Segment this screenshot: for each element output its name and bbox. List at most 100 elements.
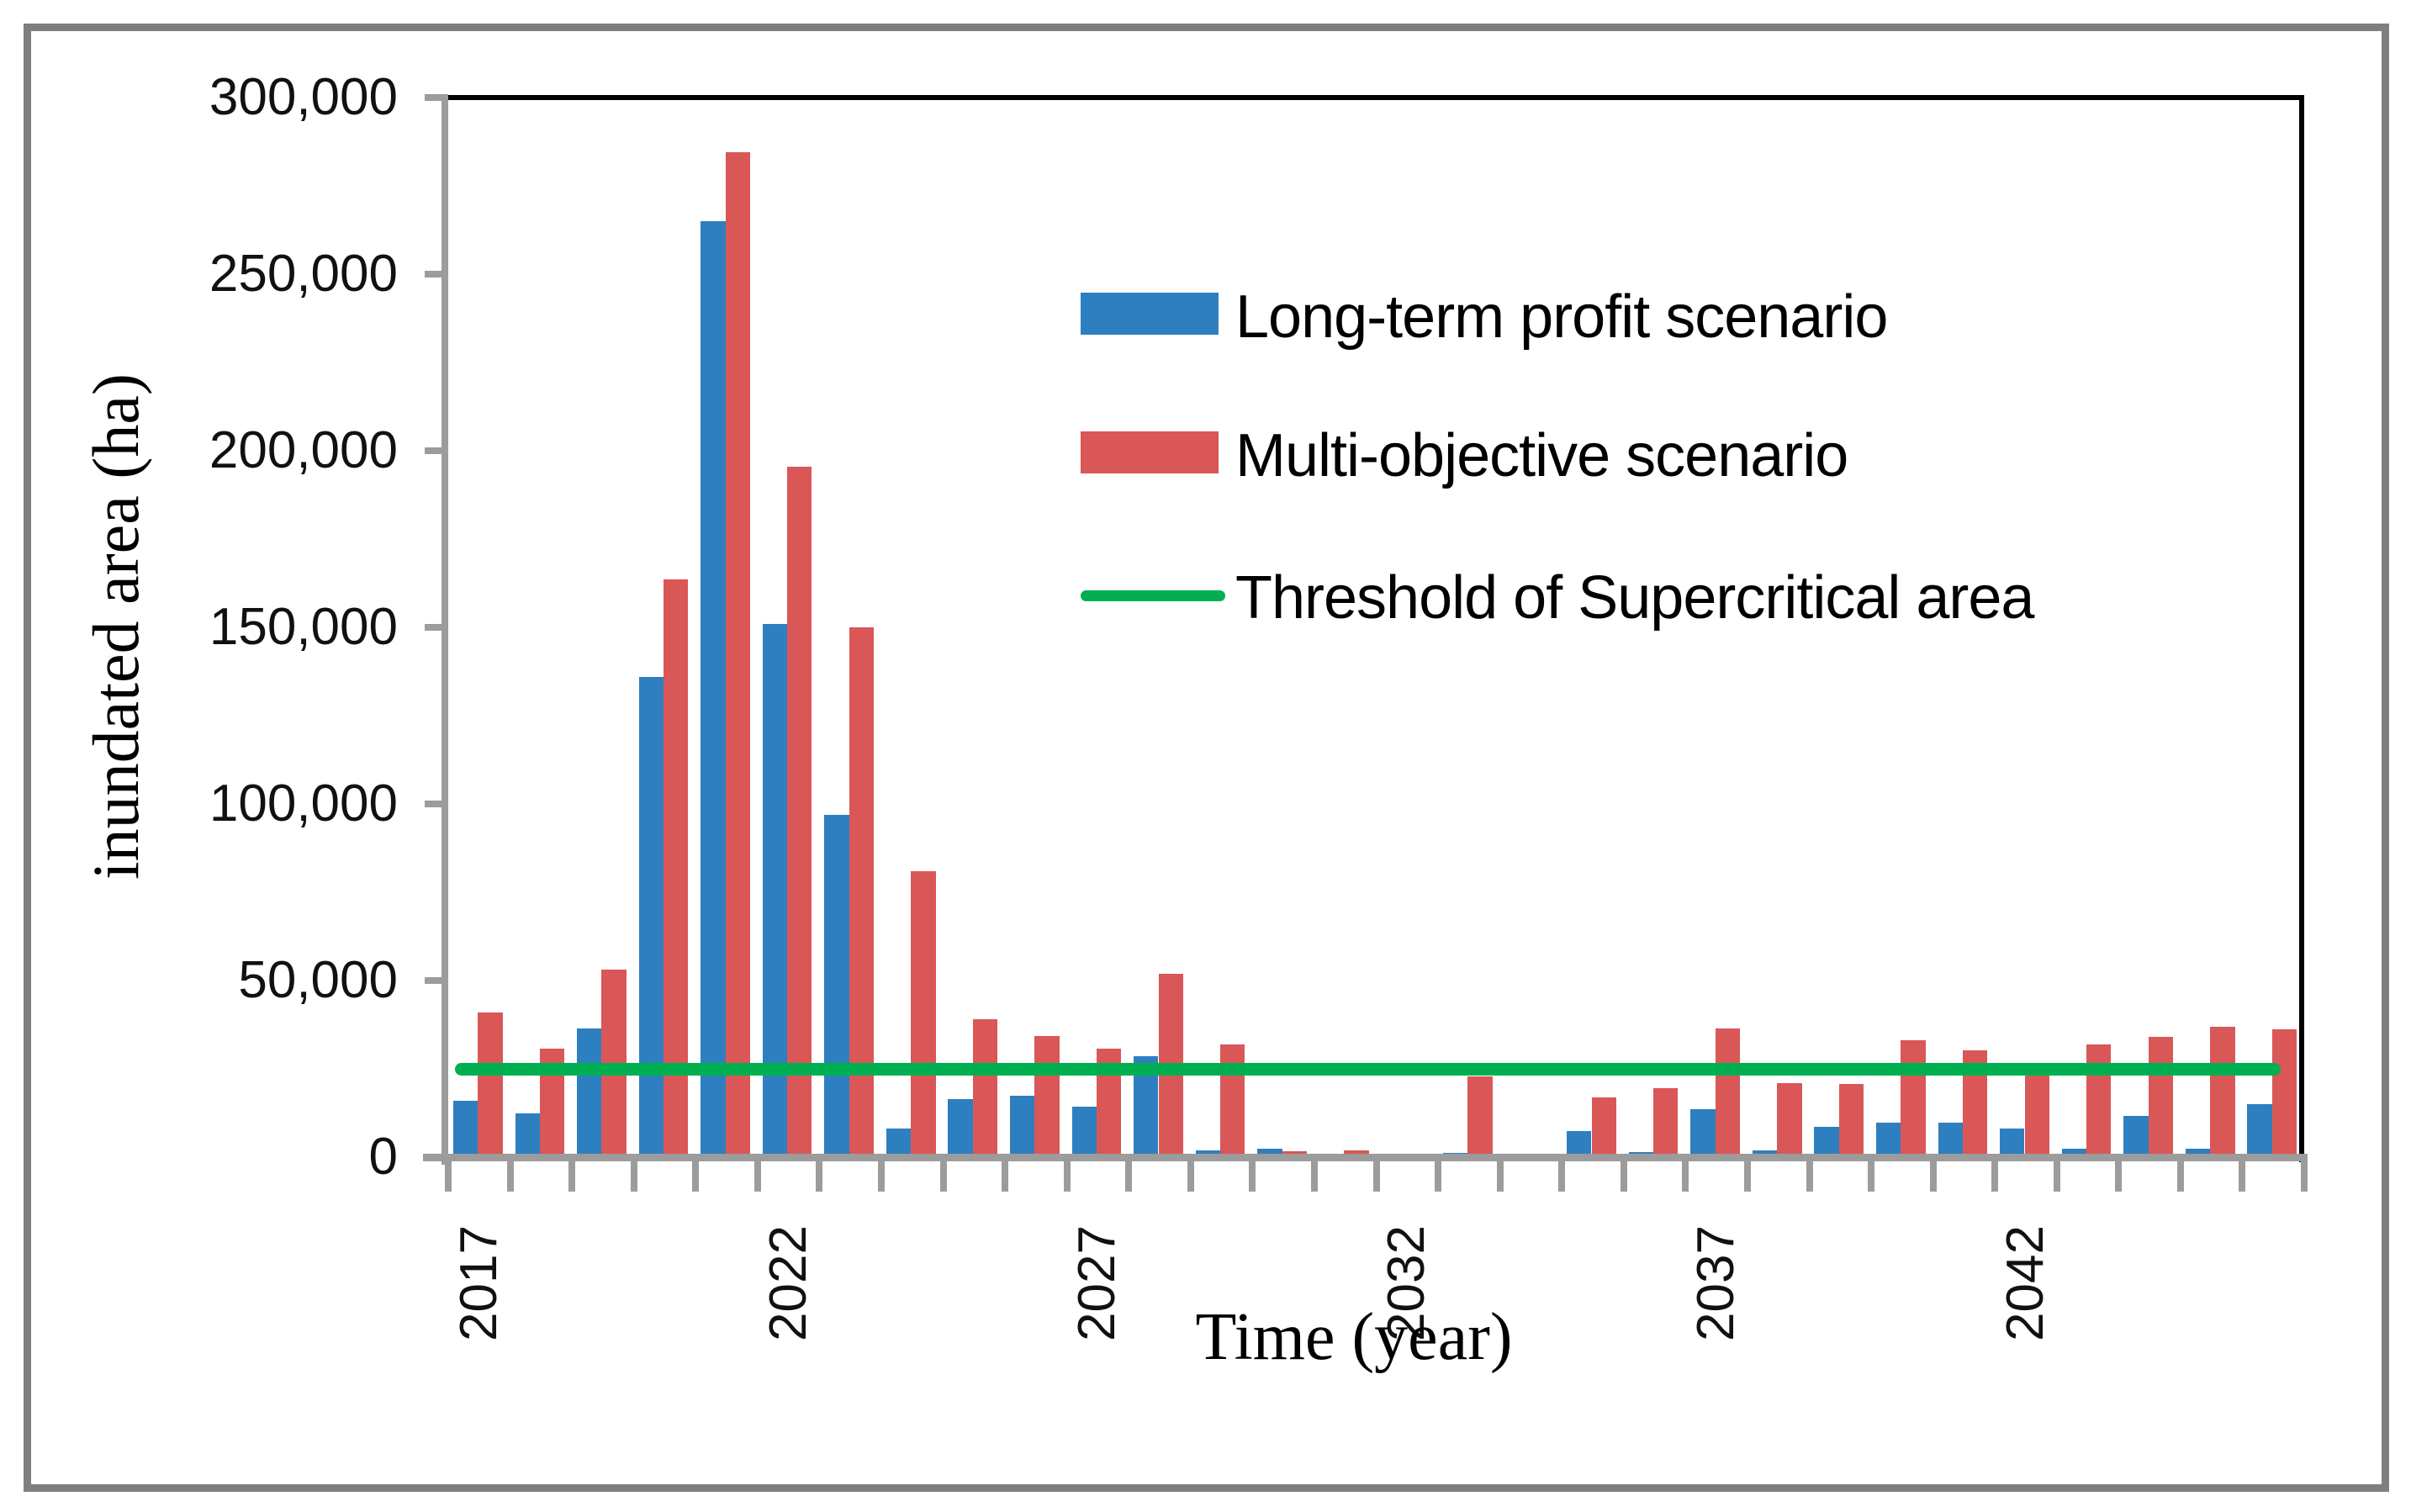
x-tick-27 (2115, 1161, 2123, 1192)
x-tick-4 (692, 1161, 700, 1192)
legend-swatch-long-term (1081, 293, 1219, 335)
y-tick-label-50000: 50,000 (238, 951, 398, 1009)
x-axis-title: Time (year) (1195, 1300, 1513, 1374)
bar-multi-objective-2025 (972, 1019, 998, 1157)
figure-border (24, 24, 2389, 1492)
x-tick-29 (2239, 1161, 2246, 1192)
y-tick-label-100000: 100,000 (209, 775, 398, 833)
bar-long-term-2038 (1752, 1150, 1778, 1157)
bar-long-term-2026 (1010, 1095, 1035, 1157)
x-tick-8 (939, 1161, 947, 1192)
bar-long-term-2020 (638, 676, 664, 1157)
bar-long-term-2039 (1814, 1126, 1839, 1157)
y-tick-50000 (425, 977, 448, 984)
x-tick-18 (1558, 1161, 1566, 1192)
x-tick-9 (1002, 1161, 1009, 1192)
x-tick-11 (1125, 1161, 1133, 1192)
legend-threshold-line-swatch (1081, 590, 1225, 601)
y-tick-0 (425, 1154, 448, 1160)
bar-multi-objective-2020 (664, 579, 689, 1157)
bar-multi-objective-2039 (1838, 1084, 1864, 1157)
x-tick-26 (2053, 1161, 2060, 1192)
bar-multi-objective-2022 (787, 466, 812, 1157)
x-tick-label-2017: 2017 (449, 1225, 508, 1341)
x-axis-line (423, 1154, 2308, 1161)
legend-label-long-term: Long-term profit scenario (1235, 283, 1888, 351)
plot-border-right (2299, 95, 2304, 1162)
x-tick-1 (506, 1161, 514, 1192)
bar-long-term-2042 (2000, 1129, 2025, 1157)
bar-multi-objective-2043 (2086, 1044, 2112, 1157)
x-tick-17 (1496, 1161, 1504, 1192)
y-tick-label-200000: 200,000 (209, 421, 398, 479)
bar-long-term-2035 (1567, 1130, 1592, 1157)
x-tick-23 (1868, 1161, 1874, 1192)
x-tick-3 (630, 1161, 637, 1192)
y-tick-label-300000: 300,000 (209, 68, 398, 126)
x-tick-12 (1187, 1161, 1194, 1192)
x-tick-14 (1310, 1161, 1318, 1192)
bar-long-term-2041 (1938, 1122, 1963, 1157)
bar-long-term-2021 (701, 221, 726, 1157)
plot-border-top (448, 95, 2304, 100)
x-tick-15 (1372, 1161, 1380, 1192)
bar-multi-objective-2023 (849, 627, 875, 1157)
x-tick-label-2042: 2042 (1996, 1225, 2054, 1341)
legend-label-threshold: Threshold of Supercritical area (1235, 564, 2034, 632)
bar-multi-objective-2037 (1715, 1028, 1740, 1157)
bar-multi-objective-2021 (725, 152, 750, 1157)
x-tick-10 (1063, 1161, 1071, 1192)
x-tick-16 (1435, 1161, 1442, 1192)
y-tick-200000 (425, 447, 448, 454)
bar-multi-objective-2035 (1591, 1097, 1616, 1157)
y-tick-250000 (425, 271, 448, 278)
x-tick-22 (1806, 1161, 1813, 1192)
x-tick-2 (568, 1161, 576, 1192)
bar-multi-objective-2046 (2271, 1029, 2297, 1157)
x-tick-label-2027: 2027 (1068, 1225, 1127, 1341)
y-tick-150000 (425, 624, 448, 631)
x-tick-13 (1249, 1161, 1256, 1192)
bar-multi-objective-2040 (1901, 1039, 1926, 1157)
bar-multi-objective-2038 (1777, 1082, 1802, 1157)
bar-multi-objective-2045 (2210, 1027, 2235, 1157)
bar-multi-objective-2033 (1467, 1076, 1493, 1157)
legend-swatch-multi-objective (1081, 431, 1219, 473)
y-tick-label-250000: 250,000 (209, 245, 398, 303)
x-tick-19 (1620, 1161, 1627, 1192)
bar-multi-objective-2036 (1653, 1088, 1679, 1157)
bar-multi-objective-2017 (478, 1012, 503, 1157)
bar-long-term-2022 (762, 623, 788, 1157)
bar-long-term-2040 (1875, 1122, 1901, 1157)
bar-long-term-2017 (452, 1100, 478, 1157)
bar-long-term-2025 (948, 1098, 973, 1157)
bar-long-term-2044 (2123, 1116, 2149, 1157)
x-tick-28 (2176, 1161, 2184, 1192)
x-tick-7 (878, 1161, 885, 1192)
bar-multi-objective-2026 (1034, 1036, 1060, 1157)
bar-long-term-2046 (2247, 1104, 2272, 1157)
x-tick-25 (1991, 1161, 1999, 1192)
x-tick-6 (816, 1161, 823, 1192)
threshold-line (455, 1063, 2281, 1076)
bar-long-term-2037 (1690, 1108, 1716, 1157)
x-tick-30 (2301, 1161, 2308, 1192)
y-tick-100000 (425, 801, 448, 807)
x-tick-24 (1929, 1161, 1937, 1192)
x-tick-5 (753, 1161, 761, 1192)
bar-long-term-2023 (824, 814, 849, 1157)
bar-long-term-2019 (577, 1028, 602, 1157)
bar-multi-objective-2024 (911, 870, 936, 1157)
bar-long-term-2024 (886, 1129, 912, 1157)
x-tick-label-2022: 2022 (759, 1225, 817, 1341)
bar-long-term-2045 (2185, 1148, 2211, 1157)
x-tick-20 (1682, 1161, 1689, 1192)
bar-long-term-2043 (2061, 1148, 2086, 1157)
y-tick-300000 (425, 94, 448, 101)
y-tick-label-0: 0 (368, 1128, 398, 1186)
x-tick-21 (1743, 1161, 1751, 1192)
y-axis-title: inundated area (ha) (79, 373, 152, 880)
bar-long-term-2018 (515, 1113, 540, 1157)
legend-label-multi-objective: Multi-objective scenario (1235, 422, 1848, 489)
